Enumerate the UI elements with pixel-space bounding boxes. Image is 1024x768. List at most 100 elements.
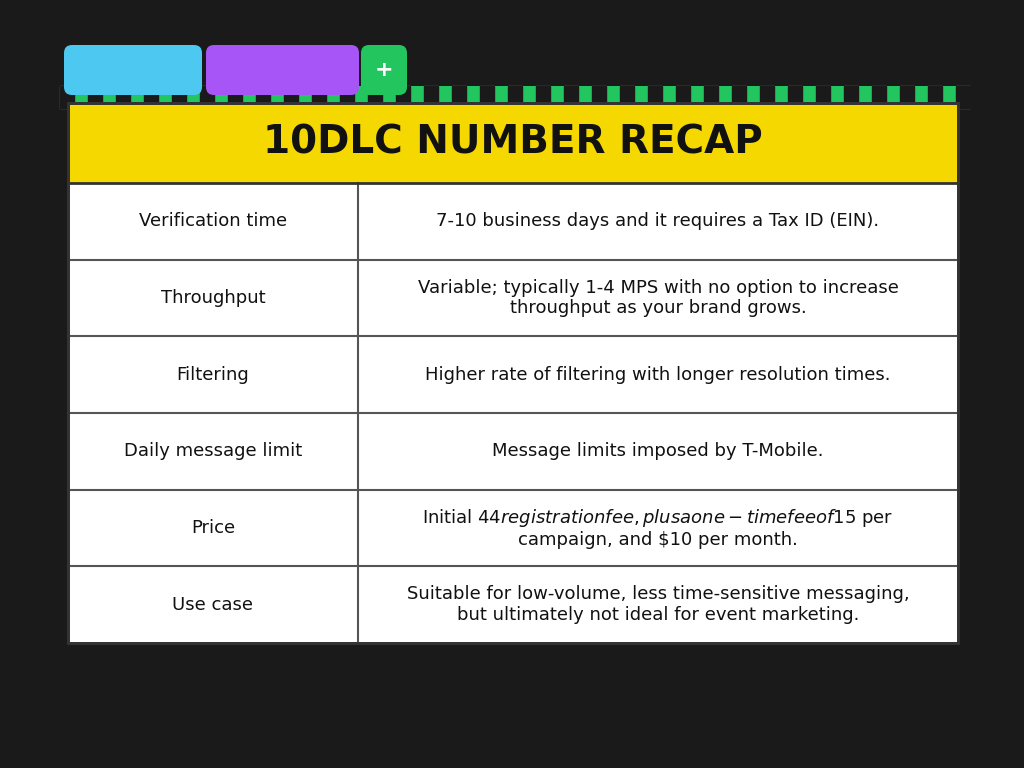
Text: Throughput: Throughput	[161, 289, 265, 307]
Text: Price: Price	[190, 519, 236, 537]
Text: Verification time: Verification time	[139, 212, 287, 230]
Polygon shape	[410, 86, 424, 108]
Polygon shape	[620, 86, 634, 108]
Polygon shape	[648, 86, 662, 108]
Polygon shape	[424, 86, 438, 108]
Polygon shape	[592, 86, 606, 108]
Polygon shape	[354, 86, 368, 108]
Text: Initial $44 registration fee, plus a one-time fee of $15 per
campaign, and $10 p: Initial $44 registration fee, plus a one…	[422, 507, 894, 549]
Polygon shape	[312, 86, 326, 108]
Polygon shape	[508, 86, 522, 108]
Polygon shape	[690, 86, 705, 108]
Polygon shape	[872, 86, 886, 108]
Polygon shape	[466, 86, 480, 108]
Polygon shape	[144, 86, 158, 108]
Polygon shape	[452, 86, 466, 108]
Polygon shape	[326, 86, 340, 108]
Polygon shape	[88, 86, 102, 108]
Polygon shape	[928, 86, 942, 108]
Polygon shape	[172, 86, 186, 108]
Polygon shape	[536, 86, 550, 108]
Polygon shape	[284, 86, 298, 108]
Text: +: +	[375, 60, 393, 80]
Polygon shape	[32, 86, 46, 108]
Polygon shape	[942, 86, 956, 108]
Polygon shape	[900, 86, 914, 108]
Polygon shape	[830, 86, 844, 108]
Polygon shape	[662, 86, 676, 108]
Polygon shape	[914, 86, 928, 108]
Polygon shape	[536, 86, 550, 108]
Polygon shape	[256, 86, 270, 108]
Polygon shape	[844, 86, 858, 108]
FancyBboxPatch shape	[361, 45, 407, 95]
Text: 10DLC NUMBER RECAP: 10DLC NUMBER RECAP	[263, 124, 763, 162]
Polygon shape	[158, 86, 172, 108]
FancyBboxPatch shape	[60, 86, 965, 108]
Polygon shape	[228, 86, 242, 108]
Polygon shape	[816, 86, 830, 108]
Polygon shape	[564, 86, 578, 108]
Polygon shape	[298, 86, 312, 108]
Polygon shape	[788, 86, 802, 108]
Polygon shape	[788, 86, 802, 108]
Polygon shape	[900, 86, 914, 108]
Polygon shape	[970, 86, 984, 108]
Polygon shape	[60, 86, 74, 108]
Polygon shape	[984, 86, 998, 108]
Polygon shape	[676, 86, 690, 108]
Polygon shape	[760, 86, 774, 108]
Polygon shape	[760, 86, 774, 108]
Polygon shape	[816, 86, 830, 108]
FancyBboxPatch shape	[206, 45, 359, 95]
Polygon shape	[214, 86, 228, 108]
Polygon shape	[732, 86, 746, 108]
Polygon shape	[228, 86, 242, 108]
Text: Daily message limit: Daily message limit	[124, 442, 302, 460]
Polygon shape	[368, 86, 382, 108]
Text: Variable; typically 1-4 MPS with no option to increase
throughput as your brand : Variable; typically 1-4 MPS with no opti…	[418, 279, 898, 317]
Polygon shape	[88, 86, 102, 108]
Text: Filtering: Filtering	[176, 366, 250, 384]
Polygon shape	[494, 86, 508, 108]
Polygon shape	[144, 86, 158, 108]
Polygon shape	[732, 86, 746, 108]
Polygon shape	[592, 86, 606, 108]
Polygon shape	[620, 86, 634, 108]
Polygon shape	[130, 86, 144, 108]
Polygon shape	[116, 86, 130, 108]
Polygon shape	[508, 86, 522, 108]
Polygon shape	[634, 86, 648, 108]
Polygon shape	[102, 86, 116, 108]
Polygon shape	[312, 86, 326, 108]
Polygon shape	[886, 86, 900, 108]
Polygon shape	[928, 86, 942, 108]
Polygon shape	[270, 86, 284, 108]
FancyBboxPatch shape	[68, 103, 958, 643]
Polygon shape	[256, 86, 270, 108]
Polygon shape	[452, 86, 466, 108]
Text: Higher rate of filtering with longer resolution times.: Higher rate of filtering with longer res…	[425, 366, 891, 384]
Polygon shape	[564, 86, 578, 108]
Polygon shape	[396, 86, 410, 108]
Polygon shape	[480, 86, 494, 108]
Polygon shape	[60, 86, 74, 108]
Polygon shape	[382, 86, 396, 108]
Polygon shape	[844, 86, 858, 108]
Polygon shape	[718, 86, 732, 108]
Polygon shape	[746, 86, 760, 108]
Polygon shape	[956, 86, 970, 108]
Polygon shape	[705, 86, 718, 108]
Polygon shape	[1012, 86, 1024, 108]
Text: Use case: Use case	[172, 596, 254, 614]
Polygon shape	[284, 86, 298, 108]
Text: Suitable for low-volume, less time-sensitive messaging,
but ultimately not ideal: Suitable for low-volume, less time-sensi…	[407, 585, 909, 624]
Polygon shape	[480, 86, 494, 108]
Polygon shape	[186, 86, 200, 108]
Polygon shape	[522, 86, 536, 108]
Polygon shape	[172, 86, 186, 108]
Polygon shape	[116, 86, 130, 108]
FancyBboxPatch shape	[68, 103, 958, 183]
Polygon shape	[340, 86, 354, 108]
Polygon shape	[676, 86, 690, 108]
